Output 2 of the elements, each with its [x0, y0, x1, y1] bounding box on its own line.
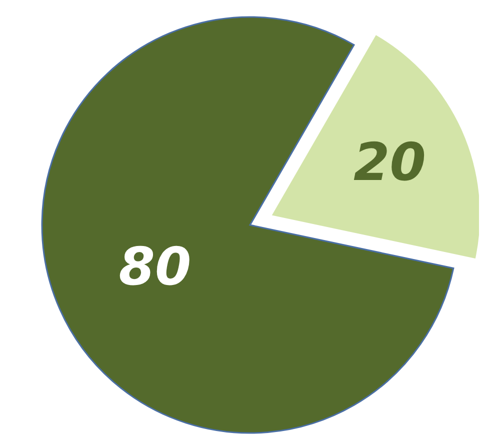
data-label: 80: [118, 237, 192, 298]
data-label: 20: [354, 132, 426, 193]
